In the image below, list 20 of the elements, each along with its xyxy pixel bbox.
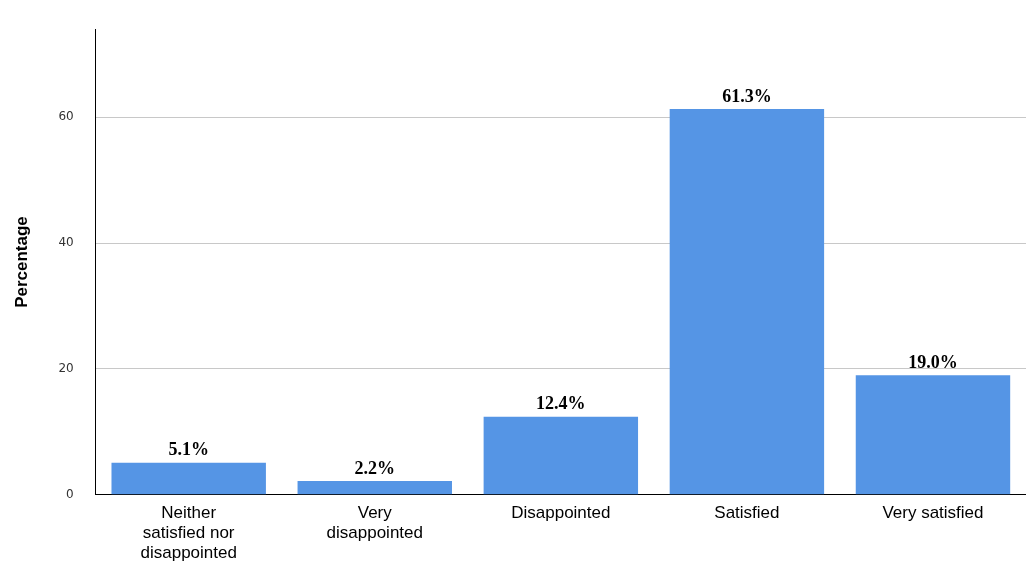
y-axis-title: Percentage — [11, 216, 31, 308]
y-tick-label: 20 — [58, 361, 74, 376]
y-tick-label: 40 — [58, 235, 74, 250]
x-tick-label: Very satisfied — [882, 502, 984, 522]
x-tick-label: Disappointed — [511, 502, 611, 522]
data-label: 61.3% — [722, 85, 772, 106]
data-label: 2.2% — [354, 457, 396, 478]
y-tick-label: 60 — [58, 109, 74, 124]
bar — [483, 416, 639, 495]
y-tick-label: 0 — [66, 486, 74, 501]
x-tick-label: Neither satisfied nor disappointed — [140, 502, 237, 563]
bar — [111, 462, 266, 495]
x-tick-label: Satisfied — [714, 502, 780, 522]
bar — [669, 109, 825, 495]
bar — [855, 375, 1011, 495]
bar — [297, 480, 452, 495]
data-label: 12.4% — [536, 393, 586, 414]
data-label: 19.0% — [908, 351, 958, 372]
data-label: 5.1% — [168, 439, 209, 460]
x-tick-label: Very disappointed — [326, 502, 423, 543]
